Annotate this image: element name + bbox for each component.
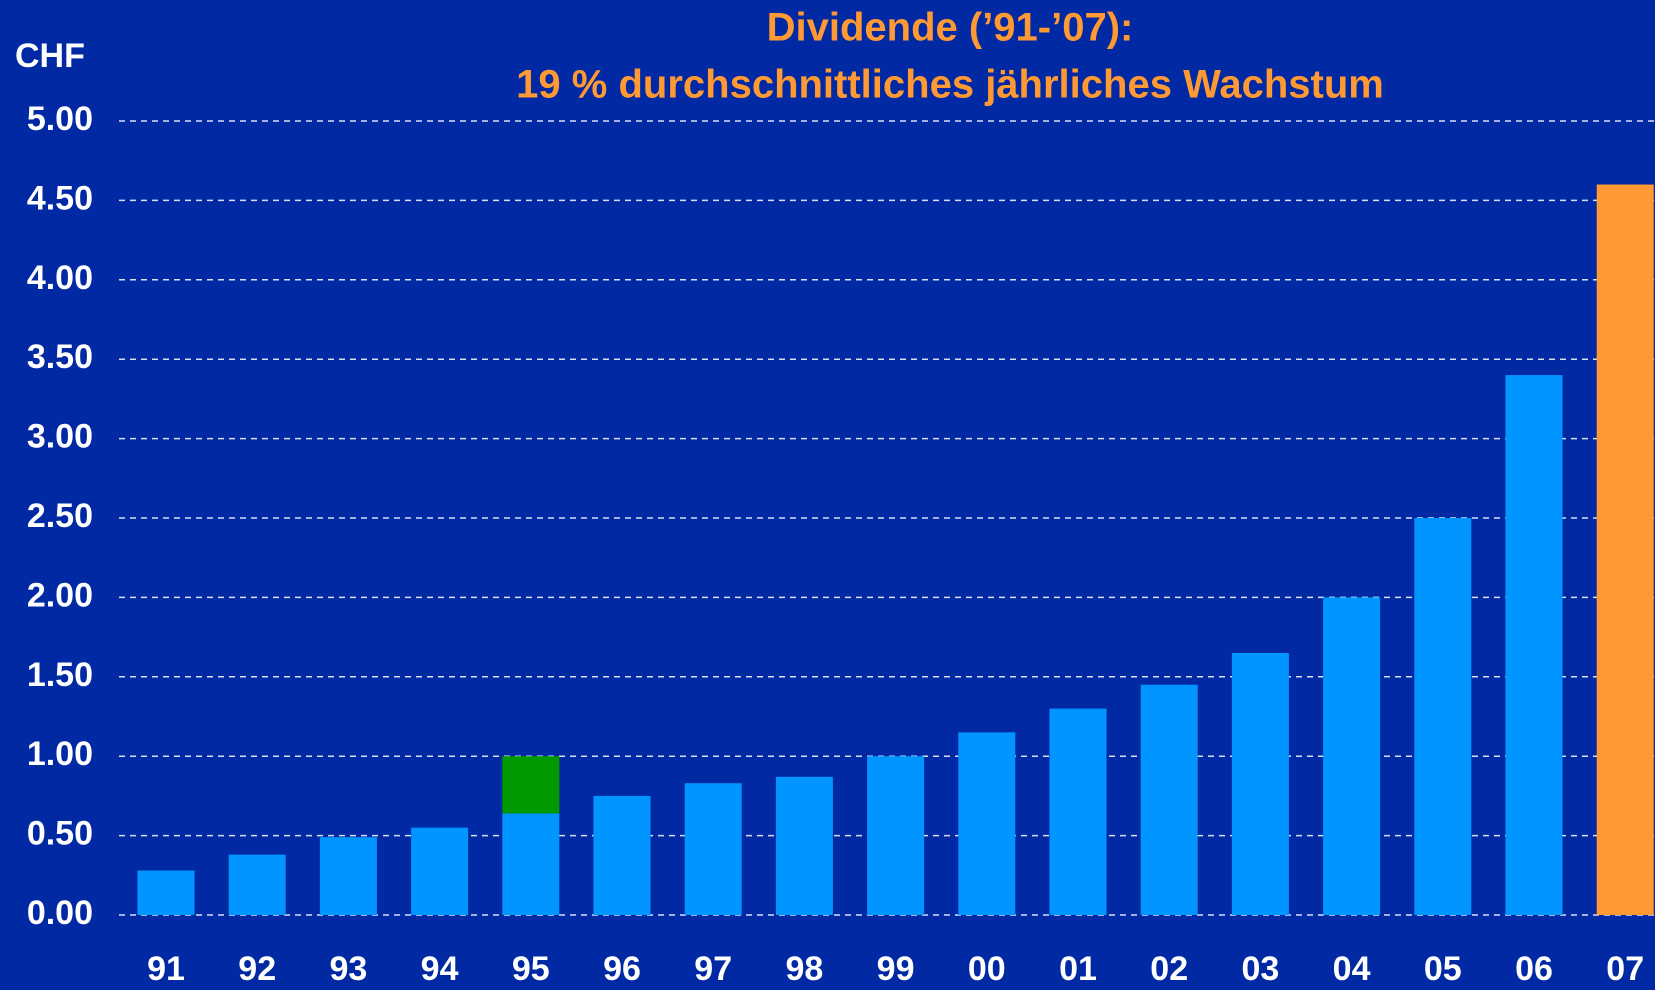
x-tick-label: 05 (1424, 950, 1462, 988)
bar (411, 827, 469, 915)
bar (1323, 597, 1381, 915)
x-tick-label: 92 (238, 950, 276, 988)
chart-subtitle: 19 % durchschnittliches jährliches Wachs… (516, 63, 1384, 107)
y-tick-label: 1.00 (27, 735, 93, 773)
bar (502, 813, 560, 915)
x-tick-label: 01 (1059, 950, 1097, 988)
y-tick-label: 2.00 (27, 576, 93, 614)
y-tick-label: 4.00 (27, 259, 93, 297)
bar (1596, 184, 1654, 915)
bar (1505, 375, 1563, 916)
y-tick-label: 3.50 (27, 338, 93, 376)
bar (593, 795, 651, 915)
x-tick-label: 99 (877, 950, 915, 988)
x-tick-label: 97 (694, 950, 732, 988)
x-tick-label: 00 (968, 950, 1006, 988)
x-tick-label: 96 (603, 950, 641, 988)
y-tick-label: 5.00 (27, 100, 93, 138)
bar (1414, 518, 1472, 915)
bar (319, 837, 377, 915)
x-tick-label: 93 (329, 950, 367, 988)
x-tick-label: 03 (1241, 950, 1279, 988)
y-tick-label: 2.50 (27, 497, 93, 535)
x-tick-label: 95 (512, 950, 550, 988)
bar (775, 776, 833, 915)
chart-title: Dividende (’91-’07): (767, 6, 1134, 50)
bar (228, 854, 286, 915)
y-axis-label: CHF (15, 37, 85, 75)
bar (137, 870, 195, 915)
x-tick-label: 91 (147, 950, 185, 988)
bar (1140, 684, 1198, 915)
x-tick-label: 02 (1150, 950, 1188, 988)
x-tick-label: 94 (421, 950, 459, 988)
bar (958, 732, 1016, 915)
bar (502, 756, 560, 814)
bar (1231, 652, 1289, 915)
x-tick-label: 98 (785, 950, 823, 988)
x-tick-label: 06 (1515, 950, 1553, 988)
bar (1049, 708, 1107, 915)
y-tick-label: 0.50 (27, 815, 93, 853)
bar (867, 756, 925, 915)
y-tick-label: 1.50 (27, 656, 93, 694)
y-tick-label: 0.00 (27, 894, 93, 932)
x-tick-label: 07 (1606, 950, 1644, 988)
x-tick-label: 04 (1333, 950, 1371, 988)
y-tick-label: 3.00 (27, 418, 93, 456)
y-tick-label: 4.50 (27, 179, 93, 217)
bar (684, 783, 742, 915)
